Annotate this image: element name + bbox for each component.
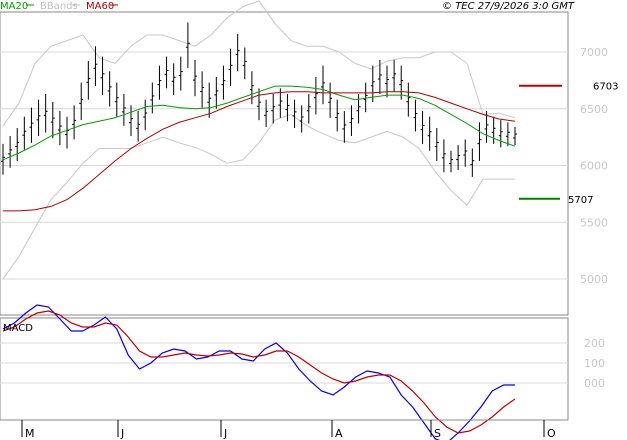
price-y-tick-label: 5500 — [580, 216, 608, 229]
legend: MA20 BBands MA60 — [0, 1, 118, 12]
support-level-label: 5707 — [568, 195, 593, 206]
signal-line — [2, 310, 516, 434]
resistance-level-label: 6703 — [593, 82, 618, 93]
price-y-tick-label: 7000 — [580, 46, 608, 59]
price-levels: 6703 5707 — [519, 82, 618, 206]
price-bars — [1, 22, 517, 177]
x-axis-tick-label: M — [25, 427, 35, 440]
bbands-upper-line — [2, 0, 516, 127]
chart-credit: © TEC 27/9/2026 3:0 GMT — [442, 1, 575, 12]
macd-line — [2, 304, 515, 440]
macd-y-tick-label: 000 — [584, 377, 605, 390]
price-panel-frame — [0, 11, 569, 316]
macd-y-axis: 200 100 000 — [584, 337, 605, 390]
macd-title: MACD — [3, 323, 33, 334]
macd-lines — [2, 304, 516, 440]
price-panel — [0, 11, 569, 316]
moving-averages — [2, 85, 516, 212]
bbands-lower-line — [2, 113, 515, 280]
bollinger-bands — [2, 0, 516, 280]
price-y-tick-label: 6500 — [580, 103, 608, 116]
legend-bbands: BBands — [40, 1, 78, 12]
price-y-tick-label: 6000 — [580, 160, 608, 173]
legend-ma20: MA20 — [0, 1, 28, 12]
x-axis-tick-label: A — [335, 427, 343, 440]
price-y-tick-label: 5000 — [580, 273, 608, 286]
ma20-line — [2, 85, 516, 161]
x-axis-tick-label: J — [223, 427, 227, 440]
x-axis-tick-label: J — [120, 427, 124, 440]
ma60-line — [3, 91, 516, 212]
macd-gridlines — [0, 342, 568, 384]
legend-ma60: MA60 — [86, 1, 114, 12]
price-y-axis: 7000 6500 6000 5500 5000 — [580, 46, 608, 286]
macd-y-tick-label: 100 — [584, 357, 605, 370]
macd-y-tick-label: 200 — [584, 337, 605, 350]
x-axis-tick-label: S — [434, 427, 441, 440]
x-axis-tick-label: O — [547, 427, 556, 440]
